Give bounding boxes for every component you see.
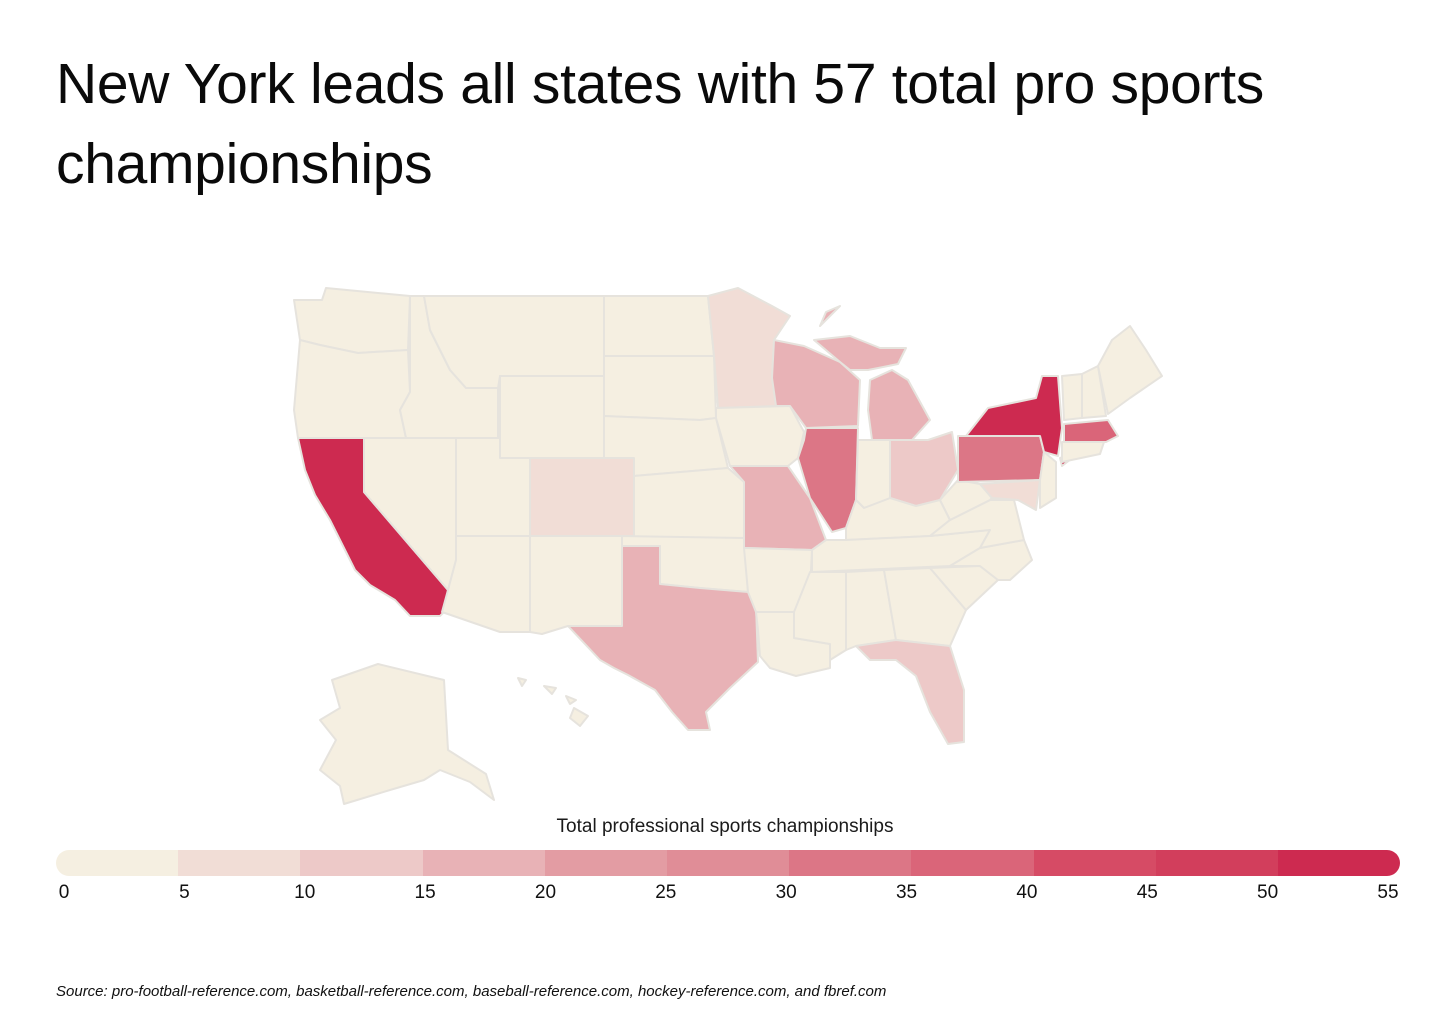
state-pennsylvania[interactable]: [957, 435, 1045, 483]
state-colorado[interactable]: [529, 457, 635, 537]
state-michigan[interactable]: [813, 335, 931, 441]
legend-segment: [544, 850, 667, 876]
state-maine[interactable]: [1097, 325, 1163, 415]
legend-segment: [1277, 850, 1400, 876]
state-indiana[interactable]: [855, 439, 891, 509]
state-hawaii[interactable]: [517, 677, 589, 727]
legend-tick-label: 10: [294, 882, 316, 903]
legend-segment: [422, 850, 545, 876]
legend-tick-label: 45: [1136, 882, 1158, 903]
state-new-mexico[interactable]: [529, 535, 623, 635]
legend-tick-label: 20: [534, 882, 557, 903]
state-maryland[interactable]: [979, 479, 1041, 511]
page-title: New York leads all states with 57 total …: [56, 52, 1264, 196]
state-connecticut[interactable]: [1061, 441, 1105, 463]
legend-segment: [178, 850, 301, 876]
legend-tick-label: 15: [414, 882, 436, 903]
legend-tick-label: 50: [1257, 882, 1279, 903]
legend-tick-label: 25: [655, 882, 677, 903]
state-massachusetts[interactable]: [1063, 419, 1119, 443]
state-vermont[interactable]: [1061, 373, 1083, 421]
source-note: Source: pro-football-reference.com, bask…: [56, 983, 887, 1000]
legend-tick-label: 5: [179, 882, 190, 903]
legend-title: Total professional sports championships: [556, 816, 894, 837]
state-texas[interactable]: [567, 545, 759, 731]
state-iowa[interactable]: [715, 405, 805, 467]
legend-segment: [666, 850, 790, 876]
state-arizona[interactable]: [441, 535, 531, 633]
legend-segment: [300, 850, 423, 876]
state-alaska[interactable]: [319, 663, 495, 805]
state-wyoming[interactable]: [499, 375, 605, 459]
legend-color-scale: [56, 850, 1400, 876]
legend-tick-label: 55: [1377, 882, 1399, 903]
legend-ticks: 0 5 10 15 20 25 30 35 40 45 50 55: [0, 882, 1450, 912]
legend-segment: [789, 850, 912, 876]
legend-segment: [1033, 850, 1156, 876]
state-michigan-isle: [819, 305, 841, 327]
legend-tick-label: 0: [58, 882, 70, 903]
state-florida[interactable]: [855, 639, 965, 745]
legend-segment: [911, 850, 1034, 876]
legend-segment: [56, 850, 179, 876]
state-north-dakota[interactable]: [603, 295, 715, 357]
legend-tick-label: 40: [1016, 882, 1038, 903]
legend-tick-label: 35: [895, 882, 918, 903]
legend-tick-label: 30: [775, 882, 797, 903]
state-kansas[interactable]: [633, 467, 745, 539]
legend-segment: [1155, 850, 1278, 876]
state-oregon[interactable]: [293, 339, 411, 439]
state-new-jersey[interactable]: [1039, 451, 1057, 509]
state-south-dakota[interactable]: [603, 355, 717, 421]
